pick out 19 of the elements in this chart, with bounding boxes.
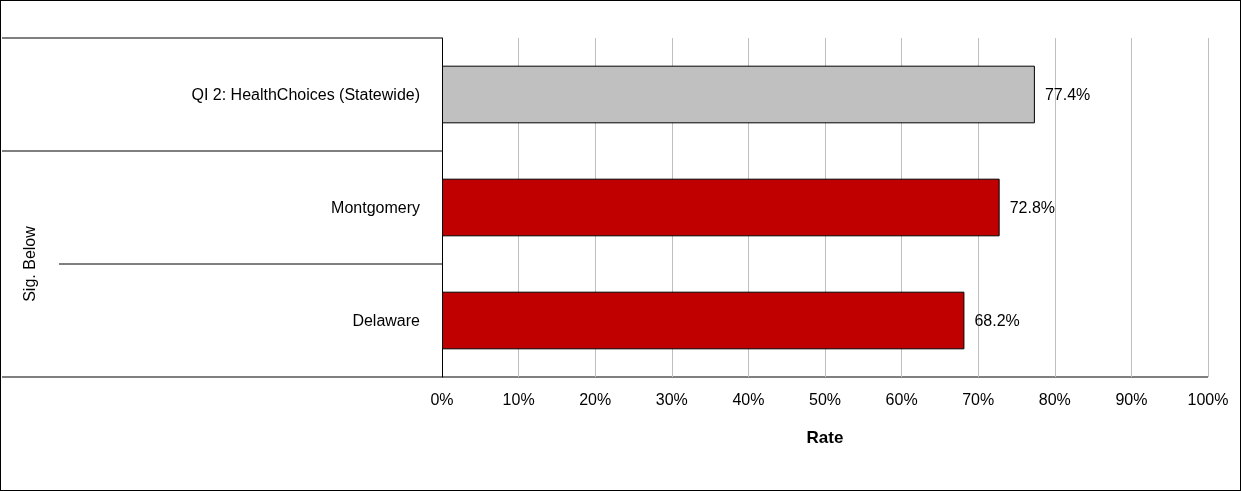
x-tick-label: 0% bbox=[430, 390, 454, 408]
x-tick-label: 40% bbox=[732, 390, 765, 408]
x-tick-label: 60% bbox=[885, 390, 918, 408]
x-tick-label: 80% bbox=[1038, 390, 1071, 408]
x-axis-title: Rate bbox=[806, 428, 844, 447]
data-label: 72.8% bbox=[1009, 199, 1056, 216]
y-tick-label: Montgomery bbox=[331, 199, 420, 216]
text: Sig. Below bbox=[20, 225, 38, 302]
y-tick-label: Delaware bbox=[352, 312, 421, 329]
x-tick-label: 100% bbox=[1187, 390, 1229, 408]
x-tick-label: 50% bbox=[808, 390, 842, 408]
data-label: 77.4% bbox=[1044, 86, 1091, 103]
x-tick-label: 10% bbox=[502, 390, 535, 408]
data-label: 68.2% bbox=[974, 312, 1020, 329]
x-tick-label: 20% bbox=[579, 390, 612, 408]
x-tick-label: 90% bbox=[1115, 390, 1148, 408]
x-tick-label: 30% bbox=[655, 390, 688, 408]
x-tick-label: 70% bbox=[962, 390, 995, 408]
y-tick-label: QI 2: HealthChoices (Statewide) bbox=[191, 86, 420, 103]
